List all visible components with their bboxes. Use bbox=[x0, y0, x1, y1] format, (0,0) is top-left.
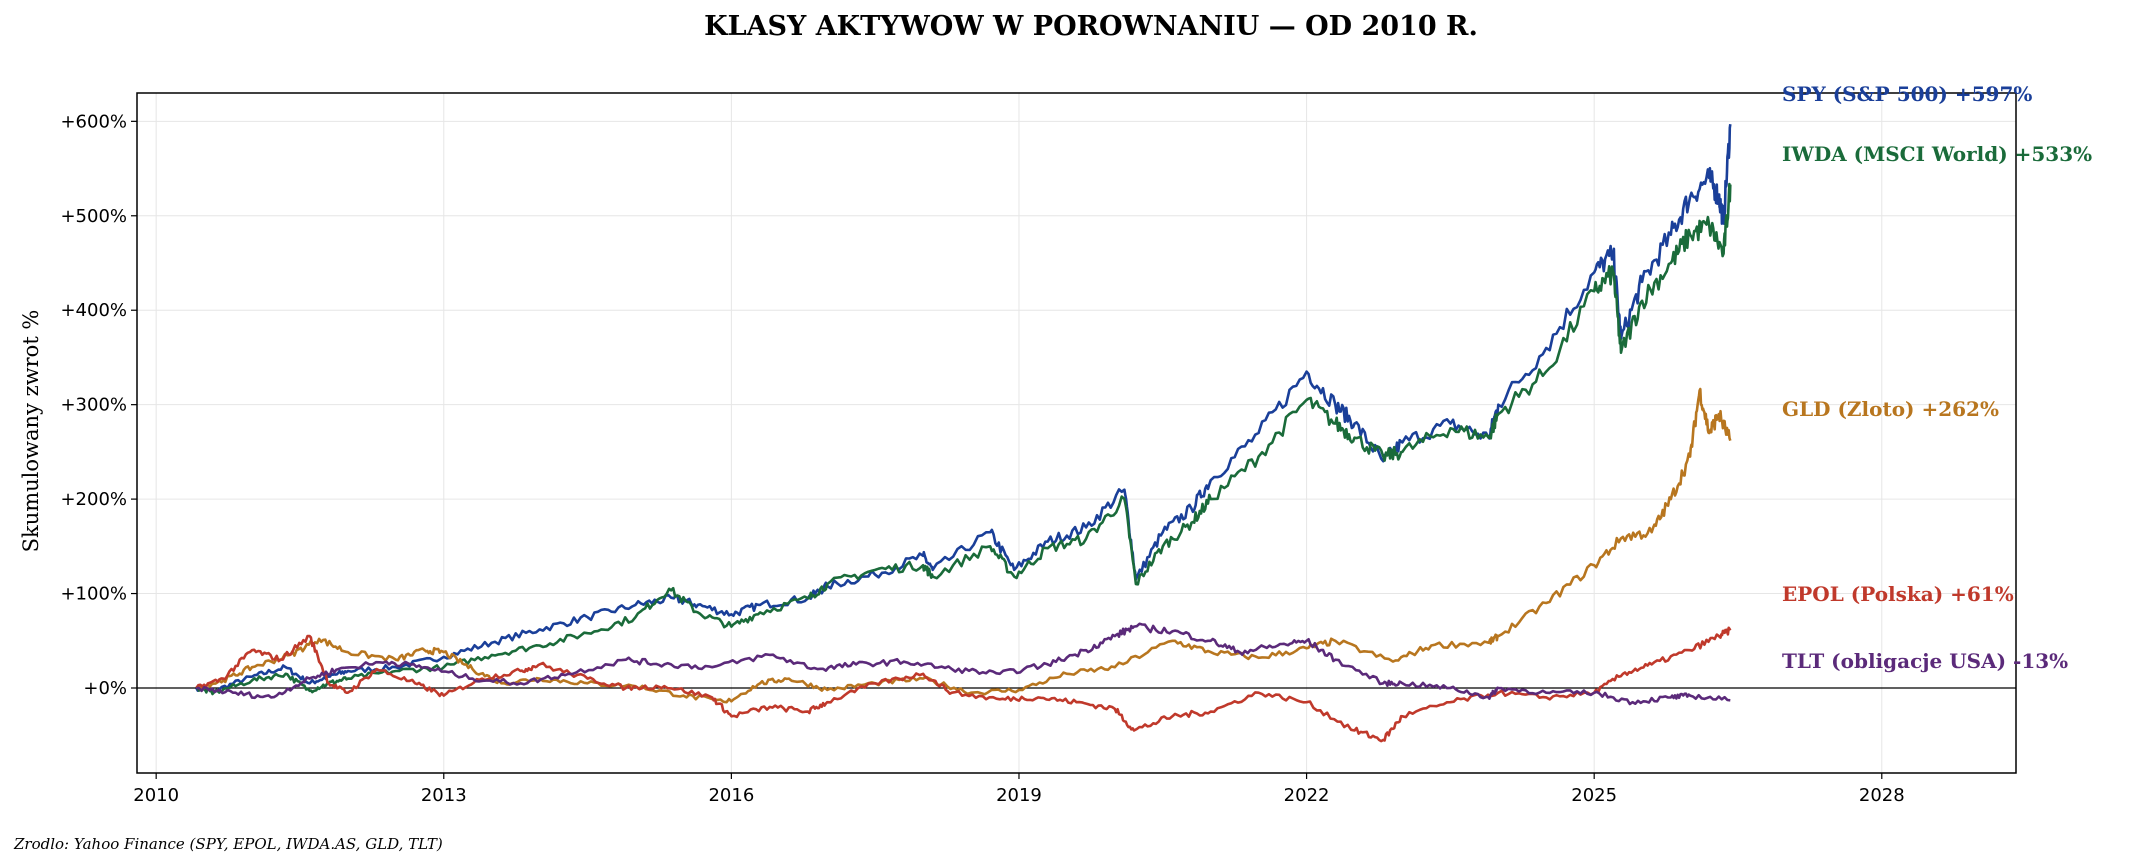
series-line-epol bbox=[195, 626, 1732, 743]
series-group bbox=[195, 124, 1732, 743]
end-label-gld: GLD (Zloto) +262% bbox=[1782, 397, 1999, 421]
axes-frame bbox=[136, 92, 2017, 774]
y-tick-label: +500% bbox=[60, 206, 127, 227]
series-line-iwda bbox=[195, 182, 1732, 696]
x-tick-label: 2025 bbox=[1571, 785, 1617, 806]
x-tick-label: 2028 bbox=[1859, 785, 1905, 806]
y-tick-label: +300% bbox=[60, 395, 127, 416]
x-axis: 2010 2013 2016 2019 2022 2025 2028 bbox=[133, 773, 1905, 806]
series-line-gld bbox=[195, 387, 1732, 704]
x-tick-label: 2010 bbox=[133, 785, 179, 806]
y-tick-label: +200% bbox=[60, 489, 127, 510]
series-line-tlt bbox=[196, 622, 1731, 706]
source-note: Zrodlo: Yahoo Finance (SPY, EPOL, IWDA.A… bbox=[13, 835, 443, 853]
end-label-tlt: TLT (obligacje USA) -13% bbox=[1782, 649, 2068, 673]
series-line-spy bbox=[195, 124, 1732, 693]
y-tick-label: +400% bbox=[60, 300, 127, 321]
end-labels: SPY (S&P 500) +597% IWDA (MSCI World) +53… bbox=[1782, 82, 2092, 673]
x-tick-label: 2019 bbox=[996, 785, 1042, 806]
y-tick-label: +100% bbox=[60, 584, 127, 605]
x-tick-label: 2013 bbox=[421, 785, 467, 806]
y-tick-label: +0% bbox=[83, 678, 127, 699]
y-axis-label: Skumulowany zwrot % bbox=[19, 310, 43, 553]
x-tick-label: 2016 bbox=[708, 785, 754, 806]
y-tick-label: +600% bbox=[60, 111, 127, 132]
end-label-epol: EPOL (Polska) +61% bbox=[1782, 582, 2014, 606]
end-label-iwda: IWDA (MSCI World) +533% bbox=[1782, 142, 2092, 166]
end-label-spy: SPY (S&P 500) +597% bbox=[1782, 82, 2032, 106]
x-tick-label: 2022 bbox=[1284, 785, 1330, 806]
chart-title: KLASY AKTYWOW W POROWNANIU — OD 2010 R. bbox=[704, 11, 1478, 42]
y-axis: +0% +100% +200% +300% +400% +500% +600% bbox=[60, 111, 137, 699]
grid bbox=[137, 93, 2016, 773]
